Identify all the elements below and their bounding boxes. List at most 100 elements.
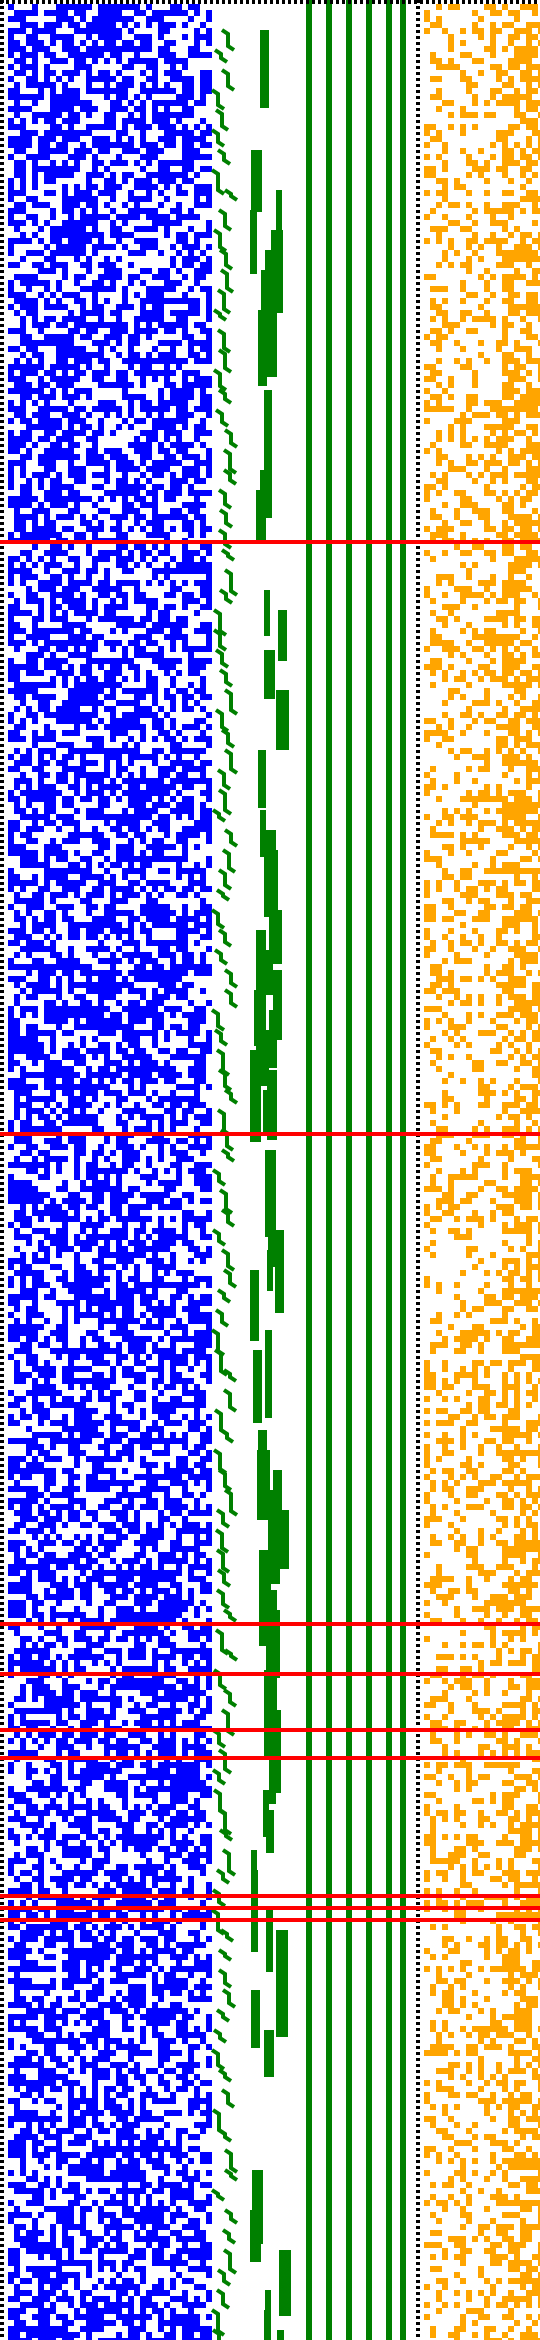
blue-cell [104,46,110,52]
blue-cell [104,148,110,154]
blue-cell [176,448,182,454]
blue-cell [122,418,128,424]
blue-cell [50,52,56,58]
blue-cell [26,454,32,460]
blue-cell [194,256,200,262]
blue-cell [116,34,122,40]
blue-cell [194,496,200,502]
blue-cell [38,484,44,490]
blue-cell [194,196,200,202]
blue-cell [128,334,134,340]
blue-cell [26,82,32,88]
blue-cell [158,292,164,298]
blue-cell [206,88,212,94]
blue-cell [182,64,188,70]
blue-cell [158,304,164,310]
blue-cell [56,286,62,292]
blue-cell [20,436,26,442]
blue-cell [176,160,182,166]
blue-cell [110,406,116,412]
blue-cell [158,358,164,364]
blue-cell [176,232,182,238]
blue-cell [20,22,26,28]
blue-cell [206,34,212,40]
blue-cell [158,394,164,400]
blue-cell [44,316,50,322]
blue-cell [80,514,86,520]
blue-cell [206,340,212,346]
blue-cell [164,430,170,436]
blue-cell [98,316,104,322]
blue-cell [176,58,182,64]
blue-cell [140,112,146,118]
blue-cell [14,112,20,118]
blue-cell [38,436,44,442]
blue-cell [92,58,98,64]
blue-cell [74,190,80,196]
blue-cell [20,382,26,388]
blue-cell [92,160,98,166]
blue-cell [134,238,140,244]
blue-cell [134,340,140,346]
blue-cell [80,298,86,304]
blue-cell [182,328,188,334]
blue-cell [164,286,170,292]
blue-cell [128,46,134,52]
blue-cell [104,118,110,124]
blue-cell [194,454,200,460]
blue-cell [158,166,164,172]
blue-cell [194,424,200,430]
blue-cell [74,100,80,106]
blue-cell [158,274,164,280]
blue-cell [92,310,98,316]
blue-cell [86,76,92,82]
blue-cell [62,226,68,232]
blue-cell [20,238,26,244]
blue-cell [50,58,56,64]
blue-cell [152,142,158,148]
blue-cell [134,394,140,400]
blue-cell [92,202,98,208]
blue-cell [38,94,44,100]
blue-cell [8,346,14,352]
blue-cell [206,376,212,382]
blue-cell [206,220,212,226]
blue-cell [158,340,164,346]
blue-cell [92,460,98,466]
blue-cell [56,346,62,352]
blue-cell [206,298,212,304]
blue-cell [92,406,98,412]
blue-cell [98,172,104,178]
blue-cell [116,466,122,472]
blue-cell [32,232,38,238]
blue-cell [8,364,14,370]
blue-cell [32,442,38,448]
blue-cell [128,358,134,364]
blue-cell [32,46,38,52]
blue-cell [80,28,86,34]
blue-cell [152,64,158,70]
blue-cell [68,484,74,490]
blue-cell [206,346,212,352]
blue-cell [80,370,86,376]
blue-cell [86,202,92,208]
blue-cell [116,232,122,238]
blue-cell [158,10,164,16]
blue-cell [86,34,92,40]
blue-cell [206,394,212,400]
blue-cell [38,454,44,460]
blue-cell [152,304,158,310]
blue-cell [182,316,188,322]
blue-cell [176,406,182,412]
blue-cell [164,184,170,190]
blue-cell [140,58,146,64]
blue-cell [38,154,44,160]
blue-cell [62,184,68,190]
blue-cell [116,304,122,310]
blue-cell [80,310,86,316]
blue-cell [176,130,182,136]
blue-cell [86,496,92,502]
blue-cell [86,358,92,364]
blue-cell [68,100,74,106]
blue-cell [170,88,176,94]
